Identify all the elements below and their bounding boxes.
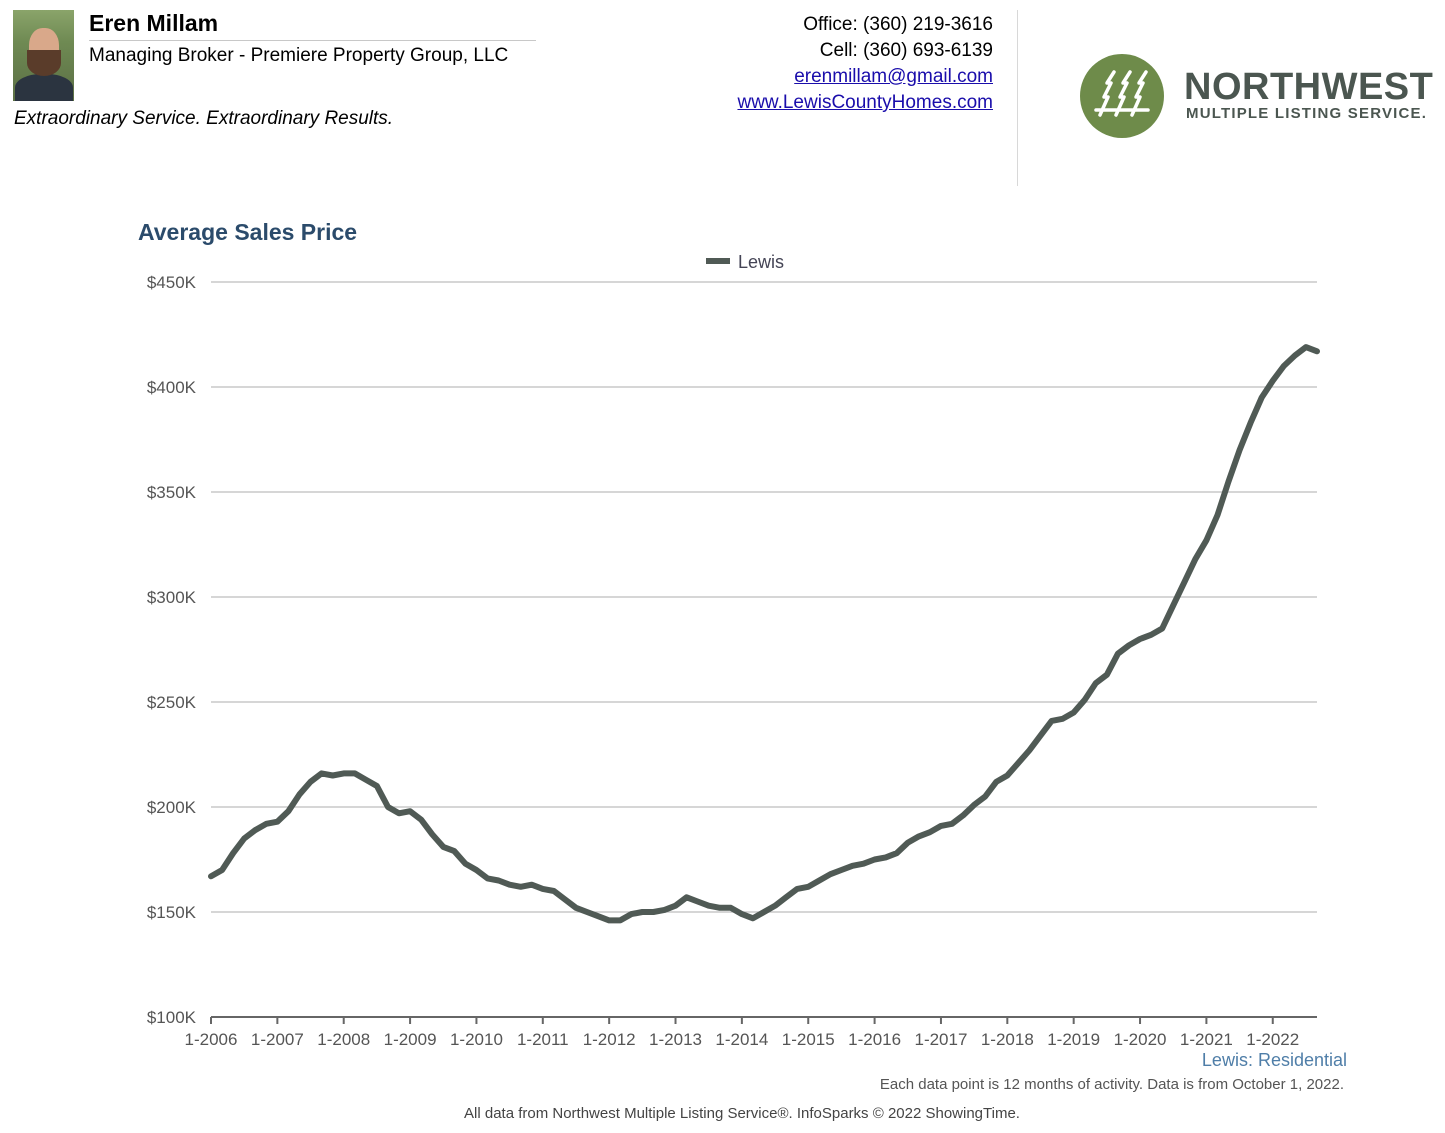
x-tick-label: 1-2020 <box>1114 1030 1167 1049</box>
agent-name: Eren Millam <box>89 10 219 36</box>
x-tick-label: 1-2013 <box>649 1030 702 1049</box>
y-tick-label: $350K <box>147 483 197 502</box>
y-tick-label: $250K <box>147 693 197 712</box>
x-tick-label: 1-2011 <box>517 1030 569 1049</box>
data-note: Each data point is 12 months of activity… <box>879 1076 1344 1093</box>
logo-title: NORTHWEST <box>1184 66 1434 108</box>
y-tick-label: $150K <box>147 903 197 922</box>
x-tick-label: 1-2008 <box>317 1030 370 1049</box>
contact-block: Office: (360) 219-3616 Cell: (360) 693-6… <box>737 12 993 116</box>
x-tick-label: 1-2021 <box>1180 1030 1233 1049</box>
y-tick-label: $200K <box>147 798 197 817</box>
x-tick-label: 1-2010 <box>450 1030 503 1049</box>
x-tick-label: 1-2017 <box>914 1030 967 1049</box>
name-divider <box>89 40 536 41</box>
series-caption: Lewis: Residential <box>1201 1050 1347 1070</box>
agent-title: Managing Broker - Premiere Property Grou… <box>89 45 509 66</box>
x-tick-label: 1-2012 <box>583 1030 636 1049</box>
legend-label-lewis: Lewis <box>738 252 784 272</box>
x-tick-label: 1-2015 <box>782 1030 835 1049</box>
agent-header: Eren Millam Managing Broker - Premiere P… <box>0 0 1445 190</box>
x-tick-label: 1-2022 <box>1246 1030 1299 1049</box>
cell-phone: Cell: (360) 693-6139 <box>819 40 993 61</box>
x-tick-label: 1-2014 <box>715 1030 768 1049</box>
line-chart: $100K $150K $200K $250K $300K $350K $400K $450K… <box>147 252 1320 1049</box>
y-tick-label: $100K <box>147 1008 197 1027</box>
x-tick-label: 1-2006 <box>185 1030 238 1049</box>
agent-photo <box>13 10 74 101</box>
y-tick-label: $300K <box>147 588 197 607</box>
header-divider <box>1017 10 1018 186</box>
nwmls-logo-icon <box>1080 54 1164 138</box>
tagline: Extraordinary Service. Extraordinary Res… <box>14 108 394 129</box>
y-tick-label: $450K <box>147 273 197 292</box>
website-link[interactable]: www.LewisCountyHomes.com <box>737 92 993 113</box>
series-line-lewis <box>208 344 1320 924</box>
y-tick-label: $400K <box>147 378 197 397</box>
x-tick-label: 1-2009 <box>384 1030 437 1049</box>
x-tick-label: 1-2019 <box>1047 1030 1100 1049</box>
x-tick-label: 1-2016 <box>848 1030 901 1049</box>
x-tick-label: 1-2007 <box>251 1030 304 1049</box>
email-link[interactable]: erenmillam@gmail.com <box>794 66 993 87</box>
office-phone: Office: (360) 219-3616 <box>803 14 993 35</box>
chart-title: Average Sales Price <box>138 219 358 245</box>
logo-subtitle: MULTIPLE LISTING SERVICE. <box>1186 105 1428 122</box>
data-credit: All data from Northwest Multiple Listing… <box>464 1105 1020 1122</box>
x-tick-label: 1-2018 <box>981 1030 1034 1049</box>
